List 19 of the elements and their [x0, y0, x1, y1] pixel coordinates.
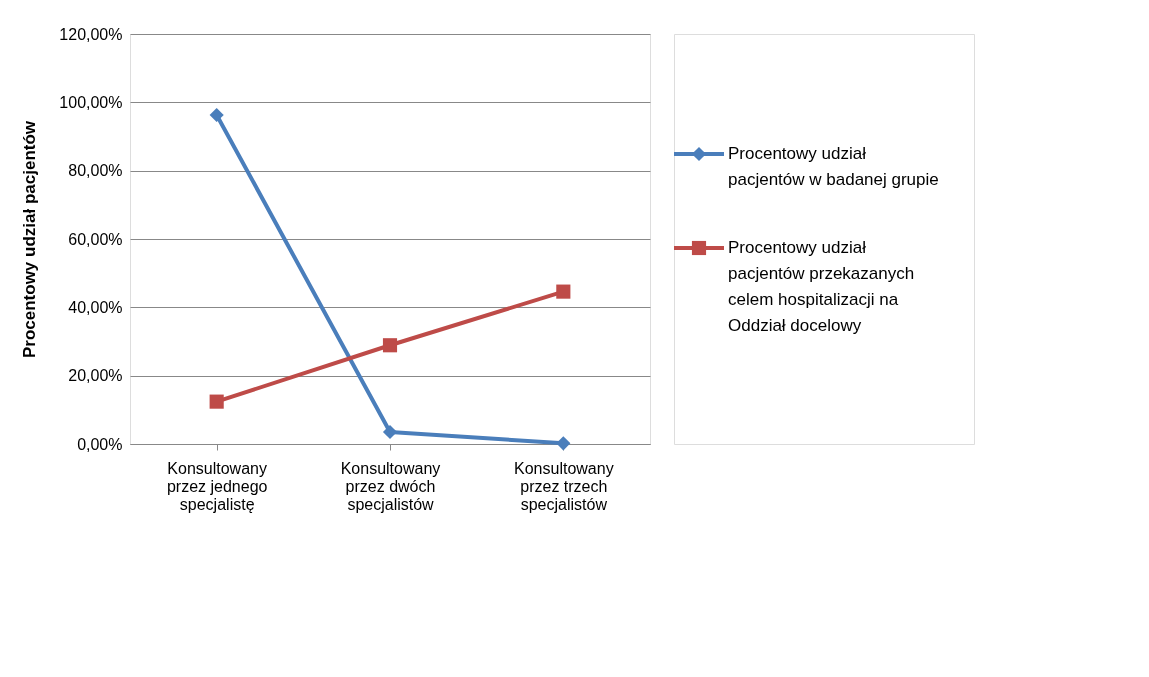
point [556, 284, 571, 299]
y-tick-label: 20,00% [68, 367, 123, 385]
point [382, 424, 398, 440]
y-tick-label: 0,00% [77, 435, 123, 453]
y-tick-label: 60,00% [68, 230, 123, 248]
y-tick-label: 100,00% [59, 93, 123, 111]
y-tick-label: 40,00% [68, 298, 123, 316]
legend-label: Procentowy udział pacjentów przekazanych celem hospitalizacji na Oddział docelowy [728, 238, 915, 335]
x-tick-label: Konsultowany przez trzech specjalistów [514, 459, 614, 513]
x-tick-label: Konsultowany przez dwóch specjalistów [340, 459, 441, 513]
y-tick-label: 80,00% [68, 162, 123, 180]
y-axis-title: Procentowy udział pacjentów [20, 120, 40, 359]
y-tick-label: 120,00% [59, 25, 123, 43]
point [209, 394, 224, 409]
x-tick-label: Konsultowany przez jednego specjalistę [166, 459, 268, 513]
legend-label: Procentowy udział pacjentów w badanej grupie [728, 144, 939, 189]
point [209, 107, 224, 123]
point [382, 338, 398, 353]
point [556, 436, 571, 451]
